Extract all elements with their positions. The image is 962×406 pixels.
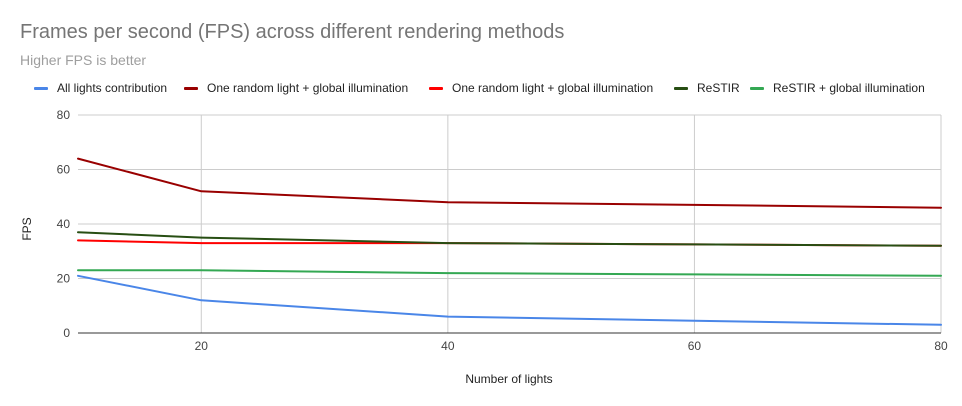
legend-item-random-light-gi-dark[interactable]: One random light + global illumination [184, 81, 408, 95]
legend-label: One random light + global illumination [452, 81, 654, 95]
legend-label: All lights contribution [57, 81, 168, 95]
y-tick-label: 20 [57, 272, 71, 286]
legend-item-restir-gi[interactable]: ReSTIR + global illumination [750, 81, 925, 95]
y-tick-label: 80 [57, 108, 71, 122]
series-line-3 [77, 231, 942, 247]
series-line-4 [77, 269, 942, 277]
series-line-0 [77, 274, 942, 326]
legend-item-all-lights[interactable]: All lights contribution [34, 81, 167, 95]
legend-label: ReSTIR [697, 81, 740, 95]
series-line-1 [77, 157, 942, 209]
gridlines [78, 114, 942, 333]
x-tick-label: 20 [195, 339, 209, 353]
legend-item-restir[interactable]: ReSTIR [674, 81, 740, 95]
legend-item-random-light-gi-red[interactable]: One random light + global illumination [429, 81, 653, 95]
legend-label: ReSTIR + global illumination [773, 81, 925, 95]
y-tick-label: 0 [63, 326, 70, 340]
chart-subtitle: Higher FPS is better [20, 52, 147, 68]
legend-swatch [184, 86, 198, 90]
legend-swatch [750, 86, 764, 90]
x-tick-label: 80 [934, 339, 948, 353]
legend-swatch [429, 86, 443, 90]
y-tick-label: 40 [57, 217, 71, 231]
axes: 0 20 40 60 80 20 40 60 80 [57, 108, 948, 353]
series-lines [77, 157, 942, 326]
x-axis-title: Number of lights [465, 372, 552, 386]
legend-swatch [674, 86, 688, 90]
x-tick-label: 40 [441, 339, 455, 353]
y-axis-title: FPS [20, 217, 34, 240]
y-tick-label: 60 [57, 163, 71, 177]
x-tick-label: 60 [688, 339, 702, 353]
chart-title: Frames per second (FPS) across different… [20, 21, 565, 43]
legend-swatch [34, 86, 48, 90]
legend-label: One random light + global illumination [207, 81, 409, 95]
